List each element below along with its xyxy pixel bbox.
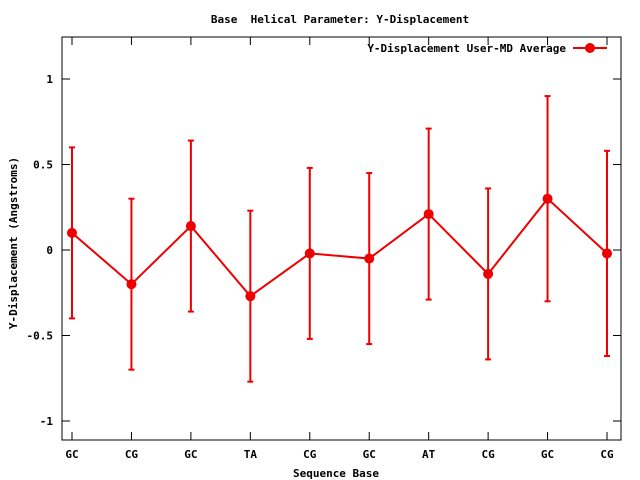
legend-label: Y-Displacement User-MD Average — [367, 42, 566, 55]
plot-frame — [61, 36, 622, 441]
legend: Y-Displacement User-MD Average — [367, 42, 607, 55]
x-tick-label: CG — [600, 448, 614, 461]
x-tick-label: AT — [422, 448, 436, 461]
x-tick-label: CG — [125, 448, 139, 461]
axis-ticks: -1 -0.5 0 0.5 1 GC CG GC TA CG GC AT CG GC CG — [27, 37, 621, 461]
y-tick-label: -1 — [40, 415, 54, 428]
data-point — [542, 193, 553, 204]
data-point — [185, 221, 196, 232]
x-tick-label: GC — [65, 448, 78, 461]
y-tick-label: 1 — [46, 73, 53, 86]
chart-title: Base Helical Parameter: Y-Displacement — [211, 13, 469, 26]
x-tick-label: GC — [363, 448, 376, 461]
x-tick-label: GC — [184, 448, 197, 461]
data-point — [304, 248, 315, 259]
series-layer — [67, 95, 612, 383]
y-tick-label: 0.5 — [33, 159, 53, 172]
y-tick-label: -0.5 — [27, 330, 54, 343]
data-point — [67, 227, 77, 238]
data-point — [483, 268, 494, 279]
x-tick-label: GC — [541, 448, 554, 461]
series-line — [71, 197, 608, 298]
data-point — [602, 248, 612, 259]
data-point — [126, 279, 137, 290]
x-tick-label: CG — [481, 448, 495, 461]
x-tick-label: CG — [303, 448, 317, 461]
data-point — [245, 291, 256, 302]
data-point — [364, 253, 375, 264]
y-tick-label: 0 — [46, 244, 53, 257]
x-axis-label: Sequence Base — [293, 467, 379, 480]
legend-marker-swatch — [585, 43, 595, 53]
y-axis-label: Y-Displacement (Angstroms) — [7, 157, 20, 329]
x-tick-label: TA — [244, 448, 258, 461]
data-point — [423, 209, 434, 220]
